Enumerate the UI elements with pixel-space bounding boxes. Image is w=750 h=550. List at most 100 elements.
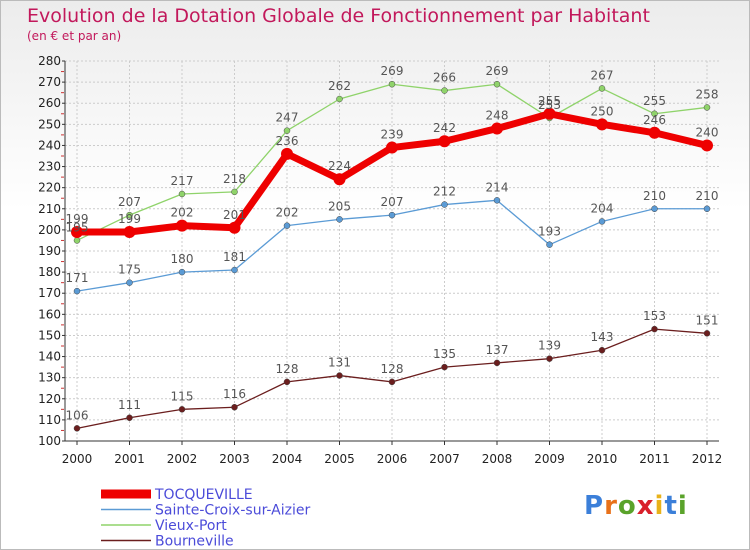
- data-label-tocqueville: 202: [171, 206, 194, 220]
- data-label-sainte-croix-sur-aizier: 204: [591, 201, 614, 215]
- data-point-vieux-port: [283, 127, 291, 134]
- data-label-vieux-port: 217: [171, 174, 194, 188]
- x-tick-label: 2009: [534, 452, 565, 466]
- legend-label: Sainte-Croix-sur-Aizier: [155, 503, 310, 519]
- y-tick-label: 190: [38, 244, 61, 258]
- x-tick-label: 2005: [324, 452, 355, 466]
- data-point-vieux-port: [703, 104, 711, 111]
- y-tick-label: 160: [38, 307, 61, 321]
- data-point-sainte-croix-sur-aizier: [231, 266, 238, 274]
- data-point-vieux-port: [388, 80, 396, 88]
- data-point-vieux-port: [231, 188, 238, 196]
- data-label-tocqueville: 250: [591, 104, 614, 118]
- data-label-vieux-port: 266: [433, 71, 456, 85]
- data-point-bourneville: [388, 378, 396, 386]
- data-point-tocqueville: [438, 135, 451, 148]
- legend: TOCQUEVILLESainte-Croix-sur-AizierVieux-…: [101, 487, 310, 549]
- chart-title: Evolution de la Dotation Globale de Fonc…: [27, 5, 650, 27]
- series: [71, 80, 713, 432]
- data-label-tocqueville: 246: [643, 113, 666, 127]
- data-point-tocqueville: [228, 221, 241, 234]
- data-labels: 195 207 217 218 247 262 269 266 269 253 267 255 258 1…: [66, 64, 719, 422]
- data-label-bourneville: 137: [486, 343, 509, 357]
- data-point-sainte-croix-sur-aizier: [283, 222, 291, 229]
- data-point-sainte-croix-sur-aizier: [336, 216, 343, 223]
- data-label-bourneville: 115: [171, 389, 194, 403]
- data-label-bourneville: 153: [643, 309, 666, 323]
- data-point-vieux-port: [493, 80, 501, 88]
- x-tick-label: 2006: [377, 452, 408, 466]
- data-label-tocqueville: 199: [118, 212, 141, 226]
- data-label-sainte-croix-sur-aizier: 214: [486, 180, 509, 194]
- data-label-bourneville: 139: [538, 339, 561, 353]
- chart-subtitle: (en € et par an): [27, 29, 122, 43]
- y-tick-label: 250: [38, 117, 61, 131]
- logo-letter: r: [604, 491, 618, 521]
- data-label-tocqueville: 236: [276, 134, 299, 148]
- data-point-tocqueville: [701, 139, 713, 152]
- x-tick-label: 2001: [114, 452, 145, 466]
- data-label-sainte-croix-sur-aizier: 207: [381, 195, 404, 209]
- data-point-sainte-croix-sur-aizier: [73, 287, 81, 295]
- proxiti-logo: Proxiti: [584, 491, 688, 521]
- x-tick-label: 2011: [639, 452, 670, 466]
- data-point-bourneville: [651, 325, 658, 333]
- data-label-sainte-croix-sur-aizier: 175: [118, 263, 141, 277]
- data-point-bourneville: [73, 425, 81, 432]
- data-label-vieux-port: 247: [276, 111, 299, 125]
- data-point-sainte-croix-sur-aizier: [178, 268, 186, 276]
- y-tick-label: 240: [38, 138, 61, 152]
- data-point-tocqueville: [176, 219, 188, 232]
- data-point-bourneville: [703, 330, 711, 337]
- y-tick-label: 130: [38, 371, 61, 385]
- data-point-sainte-croix-sur-aizier: [388, 211, 396, 219]
- y-tick-label: 170: [38, 286, 61, 300]
- legend-label: Vieux-Port: [155, 518, 227, 534]
- data-label-bourneville: 131: [328, 356, 351, 370]
- data-point-sainte-croix-sur-aizier: [493, 197, 501, 204]
- y-tick-label: 230: [38, 160, 61, 174]
- data-point-vieux-port: [178, 190, 186, 198]
- y-tick-label: 210: [38, 202, 61, 216]
- data-label-sainte-croix-sur-aizier: 212: [433, 185, 456, 199]
- y-tick-label: 220: [38, 181, 61, 195]
- data-point-bourneville: [336, 372, 343, 379]
- y-tick-label: 100: [38, 434, 61, 448]
- data-point-vieux-port: [598, 85, 606, 92]
- logo-letter: P: [584, 491, 605, 521]
- data-point-bourneville: [126, 414, 133, 422]
- data-point-sainte-croix-sur-aizier: [598, 218, 606, 225]
- data-label-vieux-port: 258: [696, 87, 719, 101]
- data-point-sainte-croix-sur-aizier: [703, 205, 711, 213]
- data-label-bourneville: 106: [66, 408, 89, 422]
- data-label-tocqueville: 248: [486, 109, 509, 123]
- y-tick-label: 150: [38, 328, 61, 342]
- data-label-sainte-croix-sur-aizier: 180: [171, 252, 194, 266]
- data-point-sainte-croix-sur-aizier: [441, 201, 448, 208]
- y-tick-label: 180: [38, 265, 61, 279]
- data-point-bourneville: [178, 406, 186, 413]
- data-point-tocqueville: [333, 173, 346, 186]
- logo-letter: i: [654, 491, 665, 521]
- x-tick-label: 2000: [62, 452, 93, 466]
- data-point-vieux-port: [336, 95, 343, 103]
- y-tick-label: 120: [38, 392, 61, 406]
- logo-letter: t: [664, 491, 678, 521]
- data-label-vieux-port: 262: [328, 79, 351, 93]
- data-label-sainte-croix-sur-aizier: 210: [643, 189, 666, 203]
- data-label-vieux-port: 269: [486, 64, 509, 78]
- data-point-tocqueville: [491, 122, 503, 135]
- x-tick-label: 2012: [692, 452, 723, 466]
- x-tick-label: 2008: [482, 452, 513, 466]
- x-tick-label: 2002: [167, 452, 198, 466]
- data-label-vieux-port: 207: [118, 195, 141, 209]
- data-label-bourneville: 128: [276, 362, 299, 376]
- legend-label: TOCQUEVILLE: [154, 487, 253, 503]
- data-point-bourneville: [283, 378, 291, 386]
- data-label-bourneville: 111: [118, 398, 141, 412]
- data-point-tocqueville: [123, 226, 136, 238]
- data-point-bourneville: [493, 359, 501, 367]
- data-point-bourneville: [441, 363, 448, 371]
